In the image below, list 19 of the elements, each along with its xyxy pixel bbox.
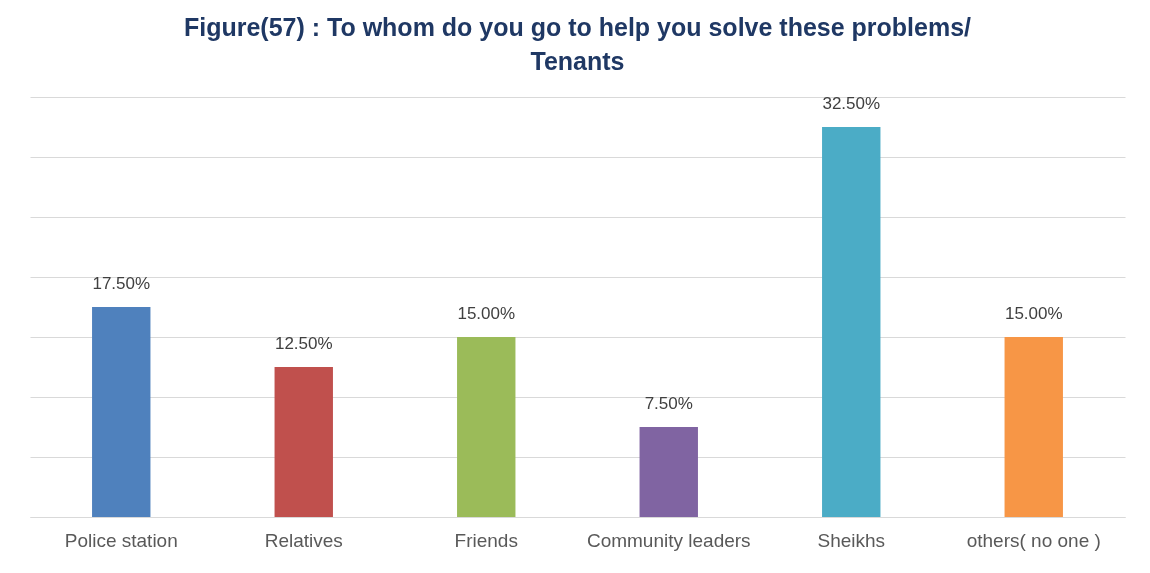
data-label: 7.50% [644,394,693,413]
data-label: 32.50% [822,94,881,113]
data-label: 17.50% [92,274,151,293]
bar [457,337,516,517]
bar [1004,337,1063,517]
x-tick-label: Community leaders [586,529,751,551]
x-tick-label: others( no one ) [966,529,1101,551]
data-label: 15.00% [1004,304,1063,323]
x-tick-label: Sheikhs [817,529,886,551]
bar [92,307,151,517]
chart-title: Figure(57) : To whom do you go to help you solve these problems/ Tenants [183,13,972,75]
x-tick-label: Friends [454,529,518,551]
x-tick-label: Police station [64,529,178,551]
bar [822,127,881,517]
data-label: 12.50% [274,334,333,353]
x-tick-label: Relatives [264,529,343,551]
data-label: 15.00% [457,304,516,323]
bar [639,427,698,517]
bar [274,367,333,517]
